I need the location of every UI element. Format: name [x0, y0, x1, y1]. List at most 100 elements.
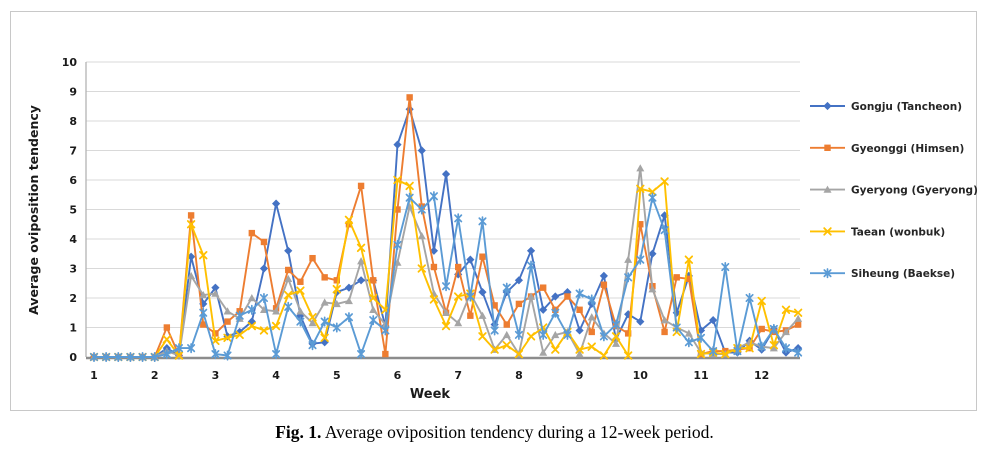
data-point-marker: [333, 277, 340, 284]
data-point-marker: [320, 338, 329, 347]
data-point-marker: [211, 349, 220, 360]
data-point-marker: [344, 296, 353, 305]
data-point-marker: [793, 308, 803, 317]
data-point-marker: [441, 170, 451, 179]
data-point-marker: [623, 351, 633, 360]
data-point-marker: [235, 330, 244, 340]
figure-border: [10, 11, 977, 411]
data-point-marker: [636, 184, 645, 194]
data-point-marker: [648, 249, 657, 258]
data-point-marker: [223, 332, 232, 341]
data-point-marker: [637, 221, 644, 228]
data-point-marker: [162, 335, 172, 344]
data-point-marker: [174, 343, 184, 354]
data-point-marker: [344, 283, 354, 292]
y-tick-label: 5: [69, 204, 77, 217]
data-point-marker: [162, 349, 171, 360]
data-point-marker: [564, 293, 571, 300]
data-point-marker: [624, 272, 633, 283]
data-point-marker: [248, 229, 256, 237]
data-point-marker: [745, 292, 754, 304]
data-point-marker: [272, 307, 281, 315]
data-point-marker: [296, 307, 305, 315]
data-point-marker: [417, 232, 426, 240]
data-point-marker: [648, 187, 657, 196]
data-point-marker: [696, 332, 706, 343]
data-point-marker: [661, 328, 668, 336]
data-point-marker: [89, 351, 99, 363]
legend-label: Gongju (Tancheon): [851, 101, 962, 113]
legend-marker-icon: [823, 185, 832, 193]
data-point-marker: [673, 274, 680, 281]
data-point-marker: [490, 345, 499, 354]
data-point-marker: [223, 307, 232, 315]
data-point-marker: [174, 351, 184, 360]
y-axis-title: Average oviposition tendency: [26, 105, 41, 315]
data-point-marker: [660, 177, 669, 186]
legend-label: Gyeryong (Gyeryong): [851, 185, 978, 197]
series-1: [90, 94, 802, 361]
data-point-marker: [455, 263, 462, 271]
data-point-marker: [284, 301, 293, 312]
data-point-marker: [212, 330, 219, 337]
y-tick-label: 8: [69, 115, 77, 128]
data-point-marker: [696, 349, 706, 359]
legend-label: Gyeonggi (Himsen): [851, 143, 964, 155]
legend-label: Siheung (Baekse): [851, 268, 955, 280]
data-point-marker: [491, 302, 498, 309]
data-point-marker: [211, 289, 220, 297]
x-tick-label: 11: [693, 369, 708, 382]
data-point-marker: [114, 351, 123, 363]
data-point-marker: [441, 321, 451, 331]
data-point-marker: [636, 164, 645, 172]
data-point-marker: [320, 298, 329, 306]
data-point-marker: [417, 264, 426, 273]
data-point-marker: [526, 246, 536, 255]
data-point-marker: [356, 243, 366, 253]
data-point-marker: [563, 288, 572, 297]
data-point-marker: [357, 257, 366, 265]
data-point-marker: [575, 326, 584, 335]
legend-marker-icon: [823, 227, 832, 236]
data-point-marker: [478, 216, 487, 227]
data-point-marker: [272, 349, 281, 360]
data-point-marker: [296, 286, 305, 295]
data-point-marker: [721, 349, 730, 359]
data-point-marker: [709, 316, 718, 325]
data-point-marker: [600, 281, 608, 288]
data-point-marker: [794, 321, 802, 328]
data-point-marker: [539, 329, 548, 340]
data-point-marker: [769, 341, 779, 350]
x-tick-label: 1: [90, 369, 98, 382]
data-point-marker: [551, 307, 560, 318]
data-point-marker: [758, 325, 765, 333]
data-point-marker: [332, 299, 341, 308]
data-point-marker: [503, 321, 510, 328]
data-point-marker: [514, 349, 524, 359]
data-point-marker: [309, 254, 316, 262]
data-point-marker: [102, 351, 111, 363]
y-tick-label: 4: [69, 233, 77, 246]
data-point-marker: [551, 330, 560, 339]
data-point-marker: [382, 350, 389, 358]
data-point-marker: [199, 291, 208, 299]
data-point-marker: [794, 347, 803, 358]
data-point-marker: [781, 343, 791, 354]
data-point-marker: [320, 333, 329, 343]
x-tick-label: 4: [272, 369, 280, 382]
data-point-marker: [199, 251, 208, 260]
legend-marker-icon: [824, 144, 831, 151]
data-point-marker: [599, 351, 609, 360]
data-point-marker: [381, 325, 390, 336]
data-point-marker: [479, 253, 486, 260]
y-tick-label: 3: [69, 263, 77, 276]
data-point-marker: [599, 331, 608, 342]
data-point-marker: [709, 346, 718, 357]
data-point-marker: [332, 322, 341, 333]
data-point-marker: [648, 192, 657, 203]
data-point-marker: [781, 327, 790, 336]
data-point-marker: [478, 332, 487, 341]
data-point-marker: [733, 346, 742, 357]
data-point-marker: [721, 261, 730, 273]
